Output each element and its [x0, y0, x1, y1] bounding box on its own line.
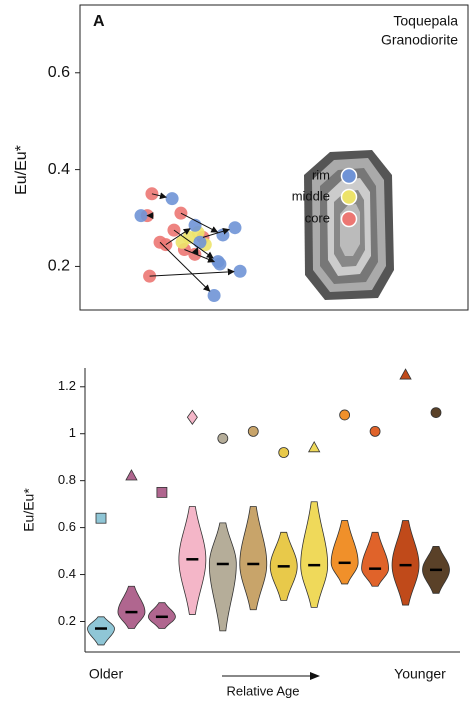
legend-label: core [305, 210, 330, 225]
outlier [157, 487, 167, 497]
point [135, 209, 148, 222]
outlier [309, 442, 320, 452]
older-label: Older [89, 666, 124, 682]
y-axis-label: Eu/Eu* [21, 488, 37, 532]
legend-swatch [342, 190, 357, 205]
violin [118, 586, 145, 628]
y-tick-label: 0.8 [58, 472, 76, 487]
y-tick-label: 0.4 [58, 566, 76, 581]
title: Toquepala [393, 13, 458, 29]
point [193, 236, 206, 249]
outlier [370, 426, 380, 436]
outlier [340, 410, 350, 420]
x-axis-label: Relative Age [227, 683, 300, 698]
age-arrow-head [310, 672, 320, 680]
outlier [248, 426, 258, 436]
y-tick-label: 0.6 [48, 64, 70, 81]
violin [240, 506, 267, 609]
legend-swatch [342, 212, 357, 227]
outlier [279, 447, 289, 457]
violin [392, 521, 419, 605]
outlier [96, 513, 106, 523]
outlier [187, 410, 197, 424]
panel-label: A [93, 13, 105, 30]
point [234, 265, 247, 278]
younger-label: Younger [394, 666, 446, 682]
arrow [150, 272, 234, 277]
point [213, 258, 226, 271]
title: Granodiorite [381, 32, 458, 48]
legend-swatch [342, 169, 357, 184]
violin [362, 532, 389, 586]
outlier [431, 408, 441, 418]
legend-label: middle [292, 188, 330, 203]
violin [331, 521, 358, 584]
y-tick-label: 0.2 [58, 613, 76, 628]
y-tick-label: 0.2 [48, 258, 70, 275]
y-tick-label: 1 [69, 425, 76, 440]
y-axis-label: Eu/Eu* [13, 145, 30, 195]
point [228, 221, 241, 234]
y-tick-label: 0.6 [58, 519, 76, 534]
legend-label: rim [312, 167, 330, 182]
panel-frame [80, 5, 468, 310]
figure: A Toquepala Granodiorite Eu/Eu* Eu/Eu* O… [0, 0, 471, 703]
violin [209, 523, 236, 631]
outlier [218, 433, 228, 443]
outlier [126, 470, 137, 480]
outlier [400, 369, 411, 379]
violin [88, 617, 115, 645]
violin [301, 502, 328, 608]
point [166, 192, 179, 205]
y-tick-label: 1.2 [58, 378, 76, 393]
y-tick-label: 0.4 [48, 161, 70, 178]
